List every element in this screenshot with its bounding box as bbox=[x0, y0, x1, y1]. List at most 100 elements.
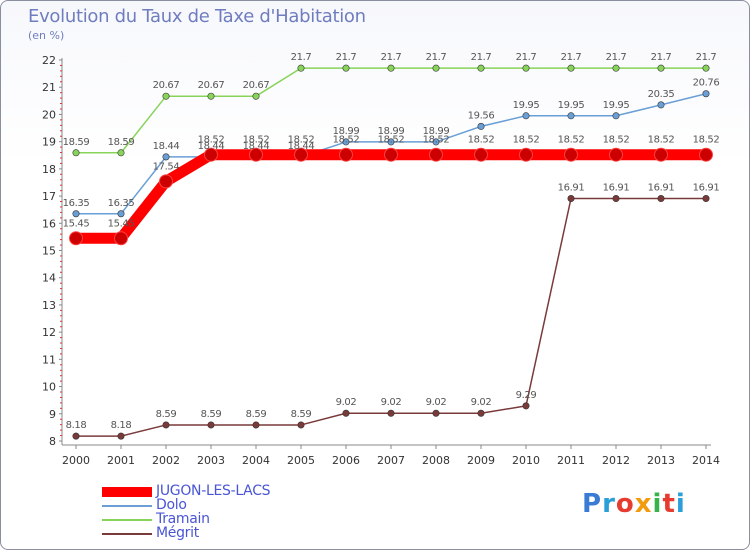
data-label: 18.44 bbox=[153, 141, 180, 152]
y-minor-tick bbox=[60, 315, 62, 317]
y-tick-label: 13 bbox=[42, 299, 56, 312]
data-point bbox=[432, 64, 440, 72]
logo-letter: x bbox=[634, 489, 653, 519]
y-minor-tick bbox=[60, 353, 62, 355]
y-minor-tick bbox=[60, 179, 62, 181]
y-minor-tick bbox=[60, 64, 62, 66]
data-point bbox=[657, 195, 665, 203]
data-point bbox=[117, 432, 125, 440]
data-label: 21.7 bbox=[471, 52, 492, 63]
chart-title: Evolution du Taux de Taxe d'Habitation bbox=[28, 6, 366, 27]
data-label: 18.52 bbox=[333, 135, 360, 146]
data-point bbox=[162, 92, 170, 100]
data-label: 21.7 bbox=[606, 52, 627, 63]
y-minor-tick bbox=[60, 239, 62, 241]
y-minor-tick bbox=[60, 375, 62, 377]
y-tick-label: 21 bbox=[42, 81, 56, 94]
data-point bbox=[477, 122, 485, 130]
data-label: 18.52 bbox=[468, 135, 495, 146]
data-point bbox=[159, 174, 173, 189]
y-minor-tick bbox=[60, 217, 62, 219]
data-point bbox=[567, 112, 575, 120]
data-point bbox=[612, 112, 620, 120]
y-minor-tick bbox=[60, 233, 62, 235]
data-label: 8.59 bbox=[291, 409, 312, 420]
data-label: 18.52 bbox=[513, 135, 540, 146]
data-label: 18.52 bbox=[288, 135, 315, 146]
y-tick-label: 9 bbox=[49, 408, 56, 421]
data-label: 18.59 bbox=[63, 137, 90, 148]
data-point bbox=[519, 147, 533, 162]
logo-letter: i bbox=[652, 489, 663, 519]
chart-unit: (en %) bbox=[28, 29, 65, 42]
data-point bbox=[522, 64, 530, 72]
data-label: 8.59 bbox=[201, 409, 222, 420]
y-minor-tick bbox=[60, 402, 62, 404]
x-tick-label: 2012 bbox=[602, 454, 630, 467]
data-point bbox=[522, 112, 530, 120]
data-point bbox=[612, 195, 620, 203]
y-minor-tick bbox=[60, 92, 62, 94]
y-minor-tick bbox=[60, 162, 62, 164]
data-point bbox=[297, 421, 305, 429]
y-minor-tick bbox=[60, 103, 62, 105]
data-label: 9.02 bbox=[336, 397, 357, 408]
y-minor-tick bbox=[60, 271, 62, 273]
data-label: 18.52 bbox=[558, 135, 585, 146]
data-point bbox=[252, 92, 260, 100]
data-point bbox=[342, 64, 350, 72]
data-label: 16.35 bbox=[108, 198, 135, 209]
data-point bbox=[702, 64, 710, 72]
data-point bbox=[384, 147, 398, 162]
logo-letter: i bbox=[675, 489, 686, 519]
data-label: 18.52 bbox=[648, 135, 675, 146]
data-point bbox=[612, 64, 620, 72]
y-minor-tick bbox=[60, 337, 62, 339]
y-minor-tick bbox=[60, 211, 62, 213]
y-minor-tick bbox=[60, 201, 62, 203]
data-label: 18.99 bbox=[378, 126, 405, 137]
data-label: 21.7 bbox=[561, 52, 582, 63]
y-minor-tick bbox=[60, 380, 62, 382]
y-minor-tick bbox=[60, 184, 62, 186]
data-label: 9.02 bbox=[471, 397, 492, 408]
data-label: 18.99 bbox=[423, 126, 450, 137]
y-tick-label: 17 bbox=[42, 190, 56, 203]
data-label: 18.52 bbox=[423, 135, 450, 146]
y-tick-label: 11 bbox=[42, 353, 56, 366]
data-label: 21.7 bbox=[381, 52, 402, 63]
data-label: 20.67 bbox=[153, 80, 180, 91]
data-point bbox=[72, 432, 80, 440]
data-label: 8.59 bbox=[246, 409, 267, 420]
data-labels: 8.18 8.18 8.59 8.59 8.59 8.59 9.02 9.02 9.02 9.02… bbox=[63, 52, 720, 431]
y-minor-tick bbox=[60, 228, 62, 230]
x-tick-label: 2011 bbox=[557, 454, 585, 467]
y-minor-tick bbox=[60, 266, 62, 268]
y-minor-tick bbox=[60, 424, 62, 426]
data-label: 19.95 bbox=[603, 100, 630, 111]
y-minor-tick bbox=[60, 135, 62, 137]
x-tick-label: 2001 bbox=[107, 454, 135, 467]
data-point bbox=[657, 101, 665, 109]
x-tick-label: 2007 bbox=[377, 454, 405, 467]
y-minor-tick bbox=[60, 146, 62, 148]
data-label: 19.56 bbox=[468, 110, 495, 121]
data-point bbox=[654, 147, 668, 162]
data-label: 16.91 bbox=[558, 183, 585, 194]
data-point bbox=[657, 64, 665, 72]
y-minor-tick bbox=[60, 309, 62, 311]
y-minor-tick bbox=[60, 244, 62, 246]
y-tick-label: 14 bbox=[42, 272, 56, 285]
axes: 8 9 10 11 12 13 14 15 16 17 18 19 20 21 22 2000 2001 2002… bbox=[42, 54, 720, 467]
legend-swatch bbox=[102, 519, 152, 521]
x-tick-label: 2006 bbox=[332, 454, 360, 467]
data-label: 20.76 bbox=[693, 78, 720, 89]
y-tick-label: 10 bbox=[42, 381, 56, 394]
y-minor-tick bbox=[60, 288, 62, 290]
data-point bbox=[477, 409, 485, 417]
y-tick-label: 22 bbox=[42, 54, 56, 67]
data-label: 18.52 bbox=[243, 135, 270, 146]
x-tick-label: 2003 bbox=[197, 454, 225, 467]
x-tick-label: 2010 bbox=[512, 454, 540, 467]
y-tick-label: 15 bbox=[42, 245, 56, 258]
